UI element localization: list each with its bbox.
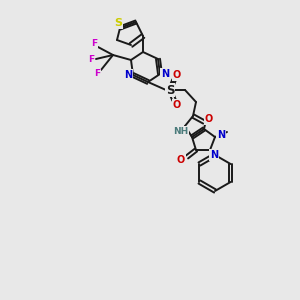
Text: N: N [124,70,132,80]
Text: O: O [173,100,181,110]
Text: S: S [166,83,174,97]
Text: O: O [173,70,181,80]
Text: NH: NH [173,127,189,136]
Text: O: O [177,155,185,165]
Text: N: N [217,130,225,140]
Text: F: F [91,38,97,47]
Text: S: S [114,18,122,28]
Text: N: N [210,150,218,160]
Text: N: N [161,69,169,79]
Text: F: F [94,70,100,79]
Text: F: F [88,55,94,64]
Text: O: O [205,114,213,124]
